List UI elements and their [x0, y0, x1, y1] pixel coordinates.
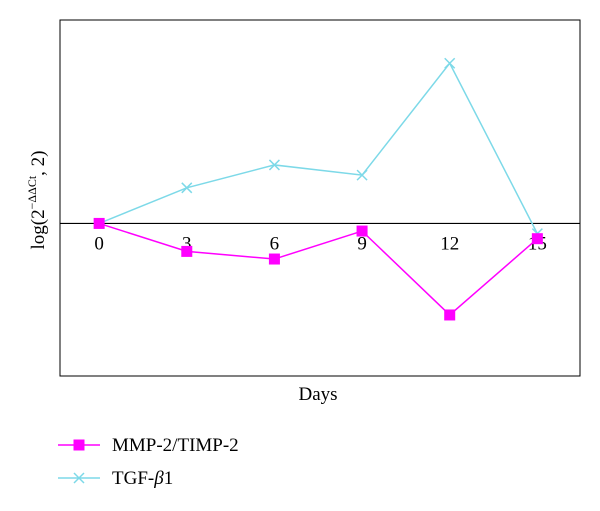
x-tick-label: 12 — [440, 233, 459, 254]
data-point — [532, 233, 543, 244]
series-line — [99, 223, 537, 315]
x-tick-label: 6 — [270, 233, 280, 254]
y-axis-label-superscript: −ΔΔCt — [25, 175, 39, 209]
legend-label-tgf-suffix: 1 — [164, 468, 174, 489]
legend: MMP-2/TIMP-2 TGF-β1 — [58, 435, 239, 489]
y-axis-label: log(2−ΔΔCt, 2) — [25, 151, 49, 250]
series-layer — [94, 58, 543, 320]
legend-item-tgf: TGF-β1 — [58, 468, 173, 489]
y-axis-label-tail: , 2) — [28, 151, 49, 176]
line-chart: 03691215 Days log(2−ΔΔCt, 2) MMP-2/TIMP-… — [0, 0, 600, 511]
data-point — [357, 226, 368, 237]
series-tgf — [94, 58, 542, 238]
legend-swatch-marker — [74, 440, 85, 451]
series-mmp — [94, 218, 543, 321]
series-line — [99, 63, 537, 233]
data-point — [94, 218, 105, 229]
y-axis-label-base: log(2 — [28, 209, 49, 249]
data-point — [445, 58, 455, 68]
legend-label-tgf: TGF-β1 — [112, 468, 173, 489]
data-point — [269, 254, 280, 265]
legend-item-mmp: MMP-2/TIMP-2 — [58, 435, 239, 456]
x-tick-label: 0 — [94, 233, 104, 254]
data-point — [444, 309, 455, 320]
data-point — [181, 246, 192, 257]
data-point — [182, 183, 192, 193]
legend-label-tgf-beta: β — [153, 468, 164, 489]
legend-label-tgf-prefix: TGF- — [112, 468, 154, 489]
x-axis-label: Days — [298, 384, 337, 405]
legend-label-mmp: MMP-2/TIMP-2 — [112, 435, 239, 456]
x-tick-label: 9 — [357, 233, 367, 254]
plot-frame — [60, 20, 580, 376]
